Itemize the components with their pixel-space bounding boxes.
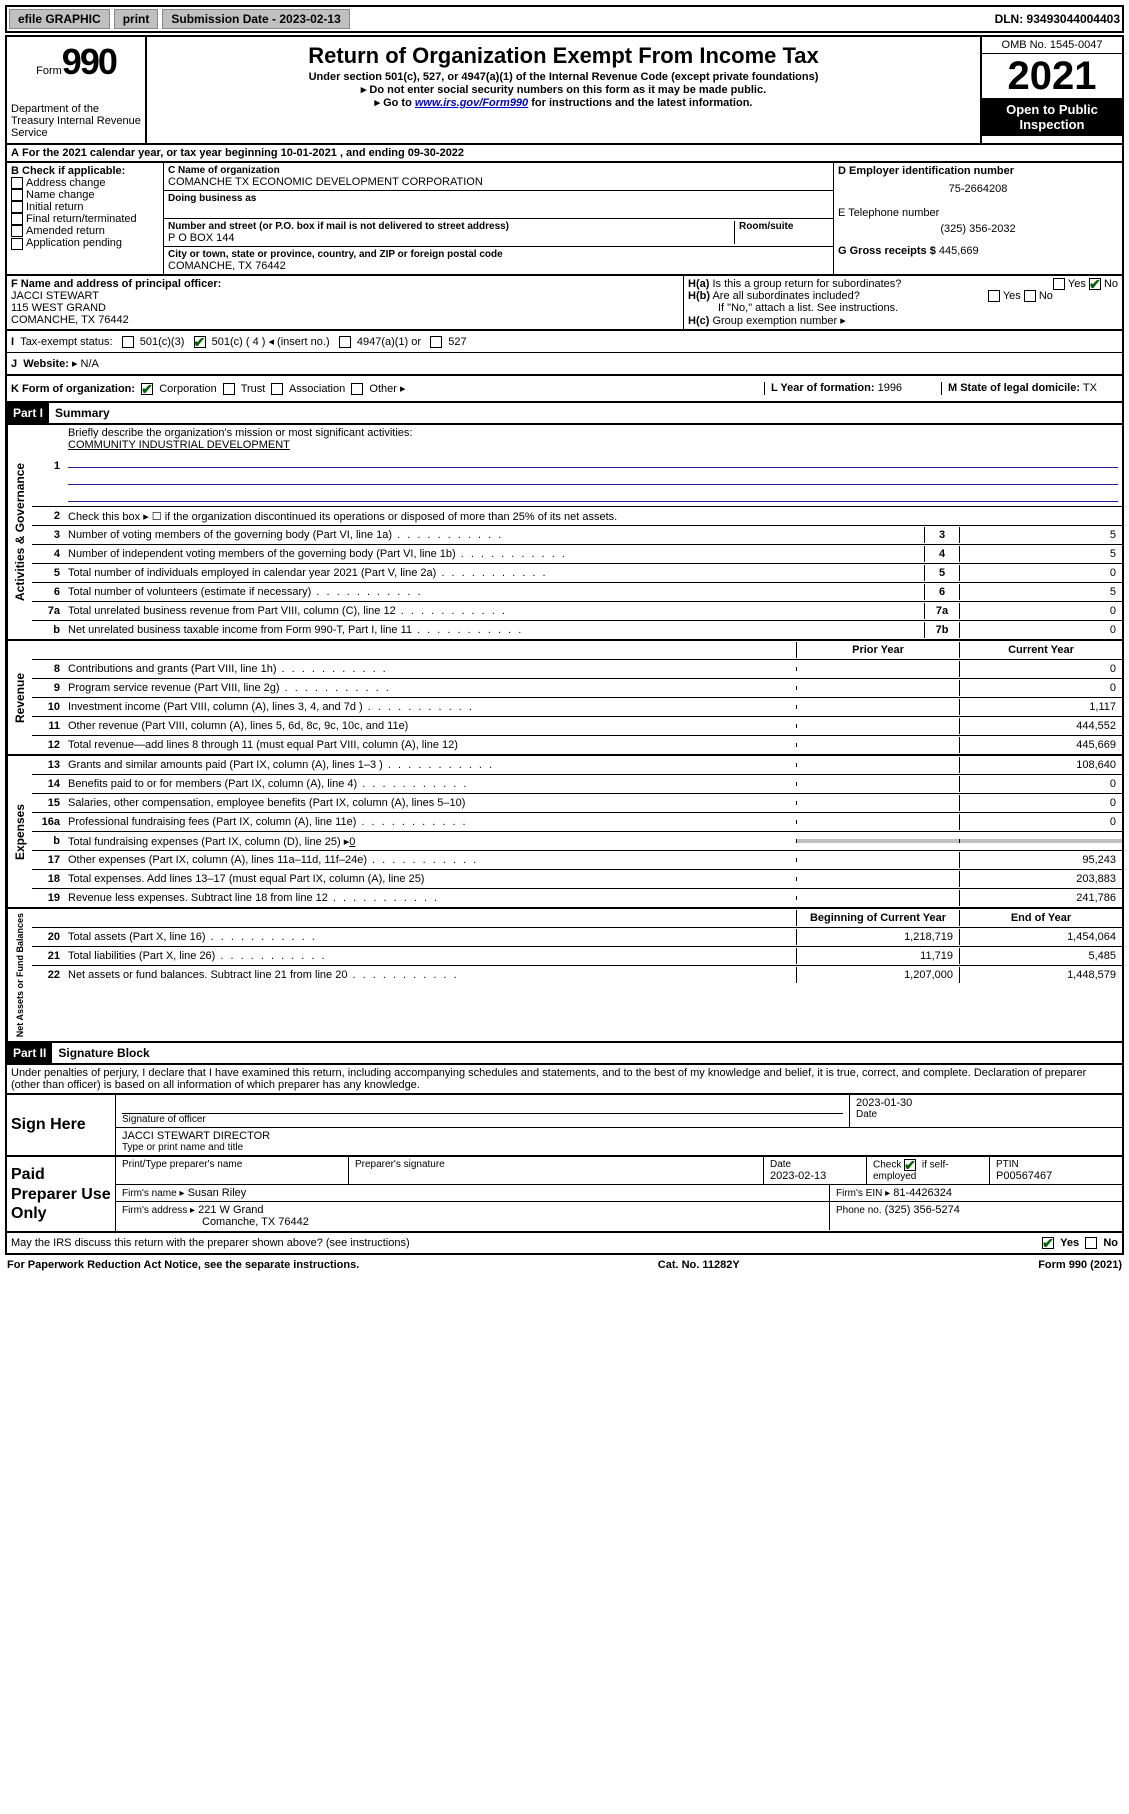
sig-officer-label: Signature of officer bbox=[122, 1114, 843, 1125]
prep-sig-hdr: Preparer's signature bbox=[349, 1157, 764, 1184]
sign-here-block: Sign Here Signature of officer 2023-01-3… bbox=[5, 1095, 1124, 1157]
chk-initial-return[interactable]: Initial return bbox=[11, 201, 159, 213]
city-cell: City or town, state or province, country… bbox=[164, 247, 833, 274]
sig-date-value: 2023-01-30 bbox=[856, 1097, 1116, 1109]
dba-cell: Doing business as bbox=[164, 191, 833, 219]
chk-other[interactable] bbox=[351, 383, 363, 395]
gross-receipts-cell: G Gross receipts $ 445,669 bbox=[838, 245, 1118, 257]
identity-section: B Check if applicable: Address change Na… bbox=[5, 163, 1124, 276]
revenue-block: Revenue Prior YearCurrent Year 8Contribu… bbox=[5, 641, 1124, 756]
addr-cell: Number and street (or P.O. box if mail i… bbox=[164, 219, 833, 247]
sign-here-label: Sign Here bbox=[7, 1095, 116, 1155]
expenses-block: Expenses 13Grants and similar amounts pa… bbox=[5, 756, 1124, 909]
page-footer: For Paperwork Reduction Act Notice, see … bbox=[5, 1255, 1124, 1275]
chk-4947[interactable] bbox=[339, 336, 351, 348]
dept-label: Department of the Treasury Internal Reve… bbox=[11, 83, 141, 139]
ij-section: I Tax-exempt status: 501(c)(3) 501(c) ( … bbox=[5, 331, 1124, 376]
vert-governance: Activities & Governance bbox=[7, 425, 32, 639]
top-bar: efile GRAPHIC print Submission Date - 20… bbox=[5, 5, 1124, 33]
chk-501c3[interactable] bbox=[122, 336, 134, 348]
officer-cell: F Name and address of principal officer:… bbox=[7, 276, 684, 329]
ha-yes[interactable] bbox=[1053, 278, 1065, 290]
prep-name-hdr: Print/Type preparer's name bbox=[116, 1157, 349, 1184]
chk-trust[interactable] bbox=[223, 383, 235, 395]
dln-label: DLN: 93493044004403 bbox=[995, 12, 1120, 26]
chk-527[interactable] bbox=[430, 336, 442, 348]
vert-expenses: Expenses bbox=[7, 756, 32, 907]
chk-address-change[interactable]: Address change bbox=[11, 177, 159, 189]
penalty-statement: Under penalties of perjury, I declare th… bbox=[5, 1065, 1124, 1095]
firm-ein: Firm's EIN ▸ 81-4426324 bbox=[830, 1185, 1122, 1201]
chk-self-employed[interactable] bbox=[904, 1159, 916, 1171]
chk-corp[interactable] bbox=[141, 383, 153, 395]
fh-section: F Name and address of principal officer:… bbox=[5, 276, 1124, 331]
ein-cell: D Employer identification number 75-2664… bbox=[838, 165, 1118, 201]
form-header: Form990 Department of the Treasury Inter… bbox=[5, 35, 1124, 145]
ha-no[interactable] bbox=[1089, 278, 1101, 290]
firm-phone: Phone no. (325) 356-5274 bbox=[830, 1202, 1122, 1230]
vert-revenue: Revenue bbox=[7, 641, 32, 754]
line-a: A For the 2021 calendar year, or tax yea… bbox=[5, 145, 1124, 163]
klm-section: K Form of organization: Corporation Trus… bbox=[5, 376, 1124, 403]
vert-netassets: Net Assets or Fund Balances bbox=[7, 909, 32, 1041]
h-note: If "No," attach a list. See instructions… bbox=[688, 302, 1118, 314]
subtitle: Under section 501(c), 527, or 4947(a)(1)… bbox=[155, 71, 972, 83]
page-title: Return of Organization Exempt From Incom… bbox=[155, 43, 972, 69]
note-link: ▸ Go to www.irs.gov/Form990 for instruct… bbox=[155, 96, 972, 109]
prep-selfemp: Check if self-employed bbox=[867, 1157, 990, 1184]
inspection-label: Open to Public Inspection bbox=[982, 98, 1122, 136]
irs-link[interactable]: www.irs.gov/Form990 bbox=[415, 97, 528, 109]
sig-name: JACCI STEWART DIRECTOR bbox=[122, 1130, 1116, 1142]
phone-cell: E Telephone number (325) 356-2032 bbox=[838, 207, 1118, 239]
efile-label: efile GRAPHIC bbox=[9, 9, 110, 29]
paid-preparer-block: Paid Preparer Use Only Print/Type prepar… bbox=[5, 1157, 1124, 1233]
chk-final-return[interactable]: Final return/terminated bbox=[11, 213, 159, 225]
chk-app-pending[interactable]: Application pending bbox=[11, 237, 159, 249]
col-b-checkboxes: B Check if applicable: Address change Na… bbox=[7, 163, 164, 274]
hb-yes[interactable] bbox=[988, 290, 1000, 302]
h-c: H(c) Group exemption number ▸ bbox=[688, 314, 1118, 327]
chk-assoc[interactable] bbox=[271, 383, 283, 395]
paid-preparer-label: Paid Preparer Use Only bbox=[7, 1157, 116, 1231]
chk-amended-return[interactable]: Amended return bbox=[11, 225, 159, 237]
netassets-block: Net Assets or Fund Balances Beginning of… bbox=[5, 909, 1124, 1043]
prep-date: Date 2023-02-13 bbox=[764, 1157, 867, 1184]
governance-block: Activities & Governance 1 Briefly descri… bbox=[5, 425, 1124, 641]
chk-name-change[interactable]: Name change bbox=[11, 189, 159, 201]
hb-no[interactable] bbox=[1024, 290, 1036, 302]
firm-name: Firm's name ▸ Susan Riley bbox=[116, 1185, 830, 1201]
note-ssn: ▸ Do not enter social security numbers o… bbox=[155, 83, 972, 96]
org-name-cell: C Name of organization COMANCHE TX ECONO… bbox=[164, 163, 833, 191]
chk-discuss-yes[interactable] bbox=[1042, 1237, 1054, 1249]
part2-header: Part II Signature Block bbox=[5, 1043, 1124, 1065]
chk-501c[interactable] bbox=[194, 336, 206, 348]
omb-number: OMB No. 1545-0047 bbox=[982, 37, 1122, 54]
print-button[interactable]: print bbox=[114, 9, 159, 29]
discuss-row: May the IRS discuss this return with the… bbox=[5, 1233, 1124, 1255]
tax-year: 2021 bbox=[982, 54, 1122, 98]
prep-ptin: PTIN P00567467 bbox=[990, 1157, 1122, 1184]
h-b: H(b) Are all subordinates included? Yes … bbox=[688, 290, 1118, 302]
h-a: H(a) Is this a group return for subordin… bbox=[688, 278, 1118, 290]
chk-discuss-no[interactable] bbox=[1085, 1237, 1097, 1249]
firm-addr: Firm's address ▸ 221 W Grand Comanche, T… bbox=[116, 1202, 830, 1230]
form-990-label: Form990 bbox=[11, 41, 141, 83]
part1-header: Part I Summary bbox=[5, 403, 1124, 425]
submission-date: Submission Date - 2023-02-13 bbox=[162, 9, 349, 29]
